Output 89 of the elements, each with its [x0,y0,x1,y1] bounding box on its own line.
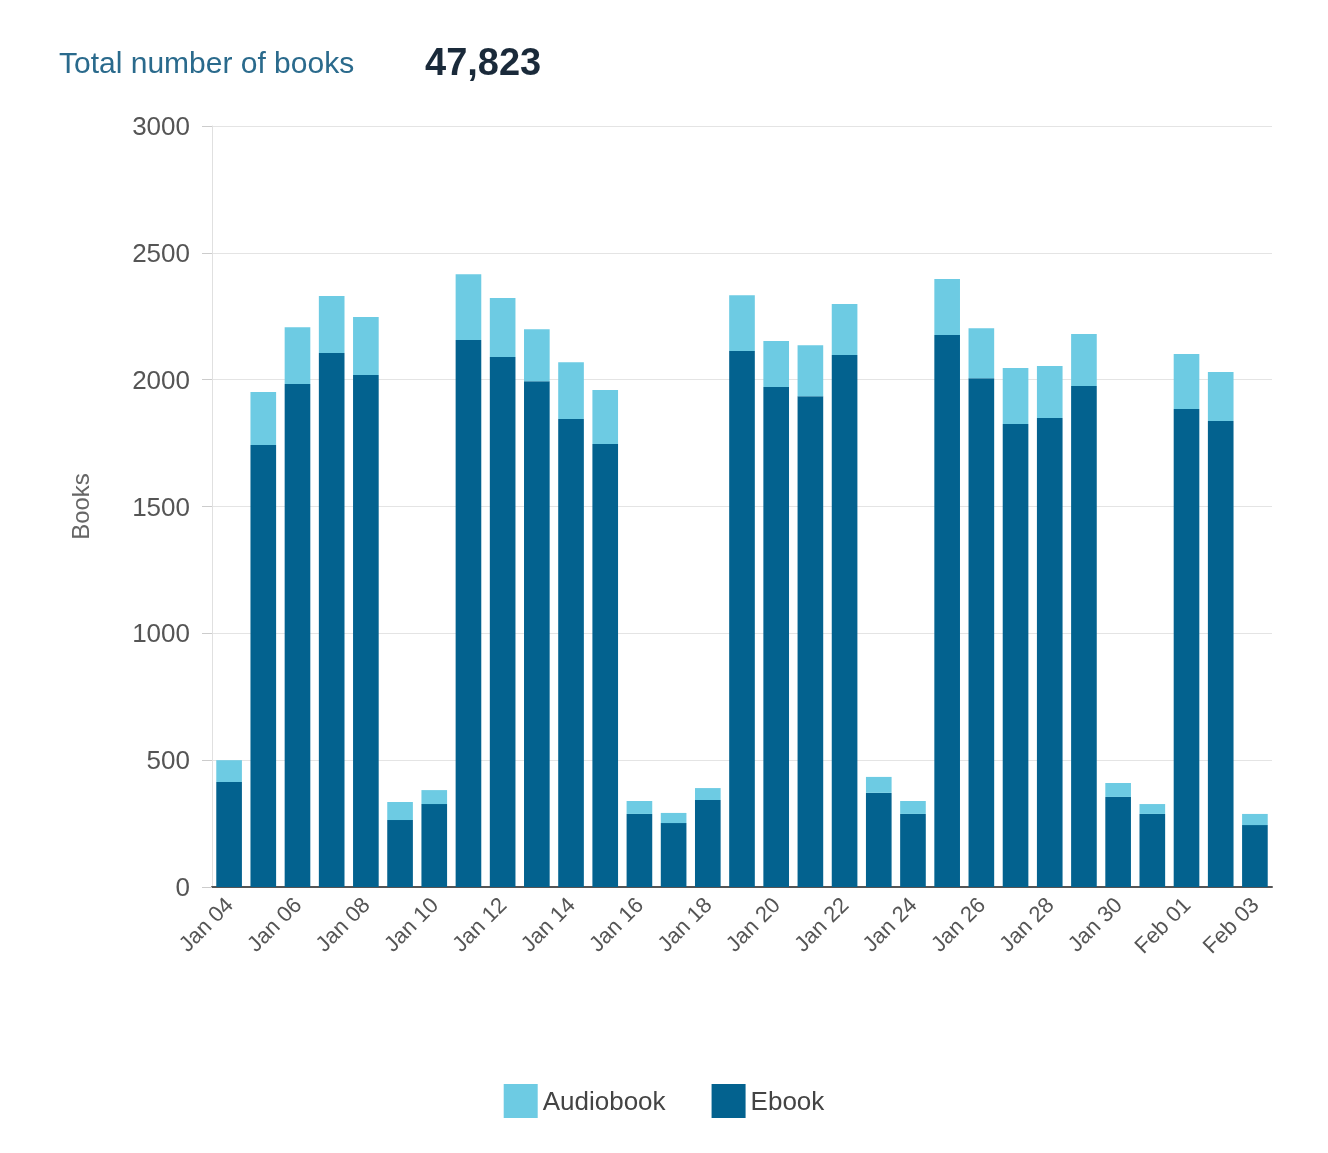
bar [797,396,824,887]
bar [831,355,858,887]
bar [1071,386,1097,887]
bar [455,340,482,887]
bar [353,375,379,887]
bar [592,390,619,445]
legend-label: Audiobook [542,1086,667,1116]
bar [865,776,892,793]
y-tick-label: 500 [146,745,190,776]
y-tick-label: 1000 [132,618,190,649]
bar [489,297,516,358]
bar [489,357,516,887]
y-tick-label: 0 [175,872,190,902]
x-tick-label: Jan 14 [515,892,580,957]
y-tick-label: 3000 [132,111,190,141]
bar [592,444,619,887]
bar [216,781,242,887]
bar [763,341,790,388]
x-tick-label: Jan 24 [857,892,922,957]
bar [729,295,755,351]
bar [1139,804,1166,814]
bar [318,353,345,887]
bar [250,392,277,446]
bar [1002,424,1029,887]
bar [763,387,790,887]
chart-title: Total number of books [59,45,355,79]
bar [421,804,448,887]
x-tick-label: Jan 06 [241,892,307,957]
bar [694,788,721,800]
bar [968,328,995,379]
x-tick-label: Jan 20 [720,892,786,957]
x-tick-label: Jan 22 [789,892,854,957]
bar [1173,354,1200,410]
bar [250,445,277,887]
y-axis-title: Books [66,473,94,540]
x-tick-label: Feb 03 [1197,892,1264,959]
bar [524,329,550,382]
bar [626,813,653,887]
bar [1139,813,1166,887]
x-tick-label: Jan 18 [652,892,717,957]
bar [421,790,448,805]
x-tick-label: Jan 10 [378,892,444,957]
bar [1036,365,1063,418]
bar [865,792,892,887]
bar [1207,421,1234,887]
bar [455,274,482,341]
bar [1207,372,1234,422]
bar [1242,813,1268,826]
chart-subtitle: 47,823 [425,41,542,83]
bar [900,801,926,814]
bar [729,351,755,887]
bar [558,418,584,887]
bar [797,345,824,397]
x-tick-label: Jan 12 [447,892,512,957]
bar [1002,368,1029,425]
bar [387,802,413,821]
bar [387,820,413,887]
bar [660,823,687,887]
bar [1071,334,1097,387]
bar [694,799,721,887]
bar [353,317,379,376]
bar [934,335,960,887]
legend-label: Ebook [750,1086,826,1116]
bar [968,378,995,887]
x-tick-label: Jan 30 [1062,892,1127,957]
bar [831,304,858,356]
bar [524,381,550,887]
y-tick-label: 2500 [132,237,190,268]
x-tick-label: Jan 16 [583,892,649,957]
x-tick-label: Jan 28 [994,892,1059,957]
bar [318,295,345,354]
bar [934,278,960,336]
bar [1173,409,1200,887]
y-tick-label: 1500 [132,491,190,522]
bar [900,813,926,887]
bar [660,812,687,824]
bar [626,801,653,814]
bar [1242,825,1268,887]
x-tick-label: Jan 26 [925,892,991,957]
x-tick-label: Jan 08 [310,892,375,957]
bar [284,383,311,887]
bar [1105,796,1131,887]
bar [216,760,242,782]
y-tick-label: 2000 [132,364,190,395]
bar [558,362,584,419]
bar [1105,783,1131,797]
bar [284,327,311,384]
bar [1036,417,1063,887]
x-tick-label: Feb 01 [1129,892,1196,959]
